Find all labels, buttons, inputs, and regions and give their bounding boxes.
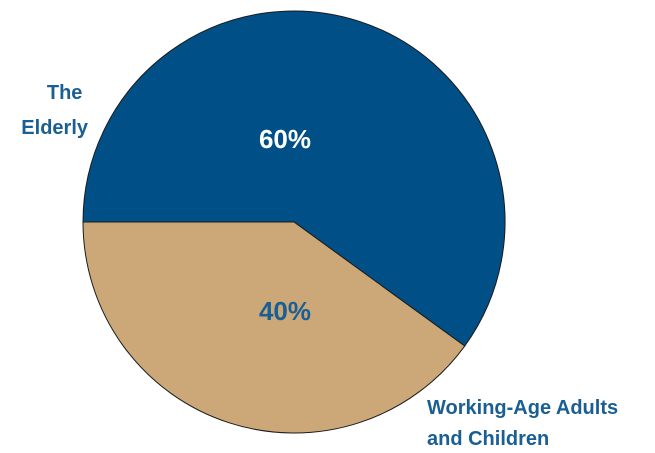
slice-label-working-age-line-2: and Children [427,428,549,450]
slice-label-working-age-line-1: Working-Age Adults [427,397,618,419]
slice-label-elderly: The Elderly [21,82,89,139]
slice-label-elderly-line-2: Elderly [21,117,89,139]
slice-value-label-working-age: 40% [259,296,311,326]
pie-slice-elderly [82,10,506,347]
slice-label-working-age: Working-Age Adults and Children [427,397,624,450]
pie-slices [82,10,506,434]
pie-slice-working-age [82,221,466,434]
slice-value-label-elderly: 60% [259,124,311,154]
slice-label-elderly-line-1: The [47,82,83,104]
